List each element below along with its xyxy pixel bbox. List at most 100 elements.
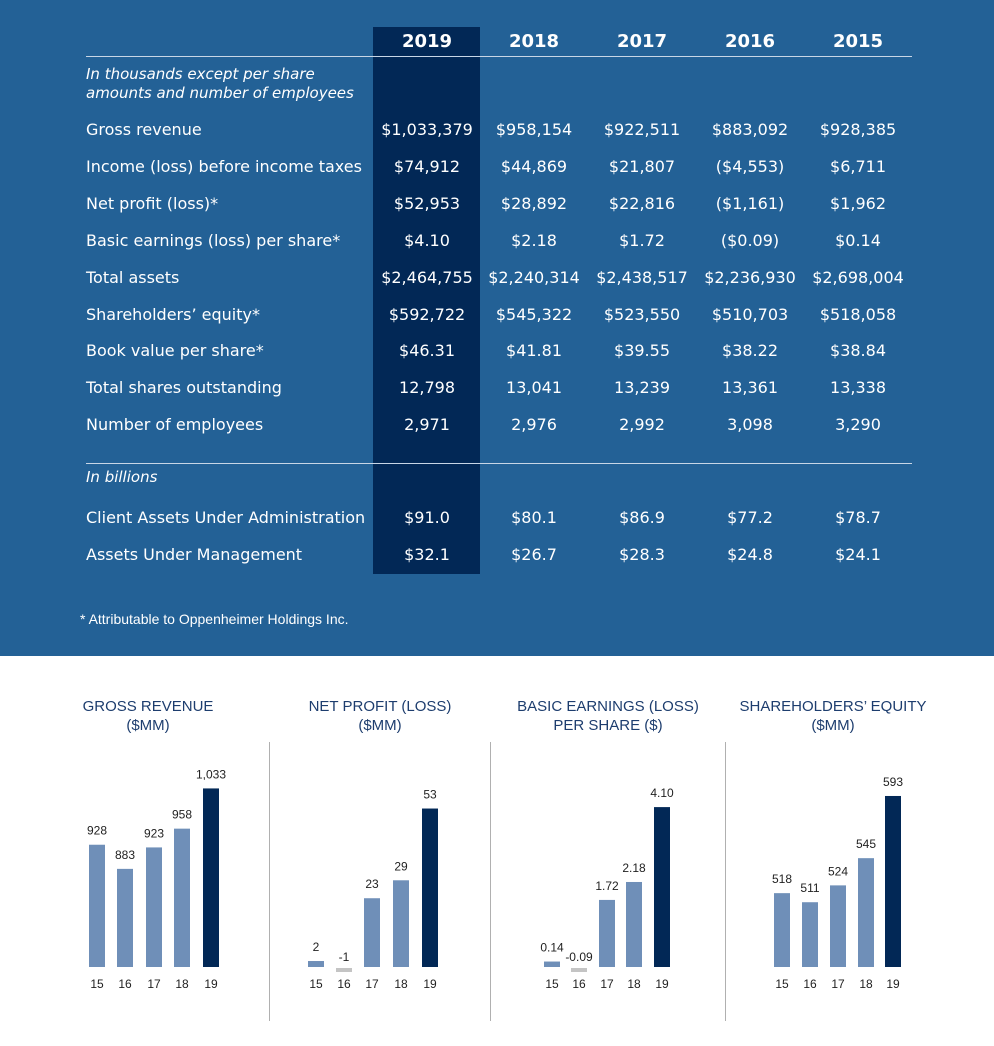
bar [174, 828, 190, 967]
cell-value: $28.3 [619, 545, 665, 564]
cell-value: $80.1 [511, 508, 557, 527]
row-label: Book value per share* [86, 341, 264, 361]
cell-value: ($0.09) [720, 230, 780, 250]
section-divider [86, 463, 912, 464]
cell-value: $78.7 [835, 508, 881, 527]
bar [117, 868, 133, 967]
row-label: Number of employees [86, 415, 264, 435]
cell-value: $38.84 [830, 341, 886, 361]
x-tick-label: 15 [309, 977, 323, 991]
data-label: 1.72 [595, 879, 619, 893]
cell-value: $0.14 [835, 230, 881, 250]
cell-value: $28,892 [500, 193, 568, 213]
year-header: 2015 [832, 31, 884, 52]
x-tick-label: 17 [600, 977, 614, 991]
cell-value: $38.22 [722, 341, 778, 361]
data-label: 593 [883, 775, 903, 789]
year-header: 2018 [508, 31, 560, 52]
data-label: 511 [800, 881, 819, 895]
row-label: Total assets [86, 267, 180, 287]
bar [336, 968, 352, 972]
cell-value: 12,798 [399, 378, 455, 398]
cell-value: $1,962 [830, 193, 886, 213]
units-note: In billions [86, 468, 158, 486]
bar [774, 893, 790, 967]
row-label: Client Assets Under Administration [86, 508, 366, 527]
x-tick-label: 18 [394, 977, 408, 991]
x-tick-label: 16 [572, 977, 586, 991]
cell-value: $883,092 [711, 120, 789, 139]
data-label: 1,033 [196, 767, 226, 781]
chart-divider [269, 742, 270, 1021]
data-label: 2.18 [622, 861, 646, 875]
cell-value: $52,953 [393, 193, 461, 213]
data-label: 0.14 [540, 941, 564, 955]
header-divider [86, 56, 912, 57]
cell-value: $1,033,379 [381, 120, 473, 139]
data-label: -0.09 [565, 950, 593, 964]
cell-value: $26.7 [511, 545, 557, 564]
x-tick-label: 15 [90, 977, 104, 991]
chart-title: GROSS REVENUE ($MM) [38, 697, 258, 735]
data-label: 29 [394, 859, 408, 873]
row-label: Gross revenue [86, 120, 202, 139]
chart-title-line: NET PROFIT (LOSS) [308, 698, 452, 715]
data-label: 2 [313, 940, 320, 954]
x-tick-label: 18 [175, 977, 189, 991]
bar [364, 898, 380, 967]
x-tick-label: 17 [147, 977, 161, 991]
x-tick-label: 15 [775, 977, 789, 991]
bar [802, 902, 818, 967]
bar [830, 885, 846, 967]
chart-title: NET PROFIT (LOSS) ($MM) [270, 697, 490, 735]
data-label: 923 [144, 826, 164, 840]
cell-value: $77.2 [727, 508, 773, 527]
bar [393, 880, 409, 967]
footnote: * Attributable to Oppenheimer Holdings I… [80, 611, 349, 627]
chart-title-line: BASIC EARNINGS (LOSS) [517, 698, 699, 715]
cell-value: $46.31 [399, 341, 455, 361]
financial-highlights-panel: 2019 2018 2017 2016 2015 In thousands except … [0, 0, 994, 656]
cell-value: $32.1 [404, 545, 450, 564]
units-note: In thousands except per share [86, 65, 315, 83]
cell-value: $2,240,314 [488, 267, 580, 287]
cell-value: ($4,553) [715, 156, 785, 176]
x-tick-label: 19 [423, 977, 437, 991]
cell-value: $4.10 [404, 230, 450, 250]
cell-value: $523,550 [603, 304, 681, 324]
data-label: 883 [115, 848, 135, 862]
cell-value: 13,041 [506, 378, 562, 398]
chart-title: BASIC EARNINGS (LOSS) PER SHARE ($) [498, 697, 718, 735]
cell-value: $922,511 [603, 120, 681, 139]
data-label: 958 [172, 808, 192, 822]
cell-value: 3,098 [727, 415, 773, 435]
bar [885, 795, 901, 967]
cell-value: 2,992 [619, 415, 665, 435]
data-label: 928 [87, 824, 107, 838]
row-label: Total shares outstanding [86, 378, 282, 398]
cell-value: $41.81 [506, 341, 562, 361]
cell-value: $24.1 [835, 545, 881, 564]
cell-value: $74,912 [393, 156, 461, 176]
cell-value: 13,239 [614, 378, 670, 398]
cell-value: $545,322 [495, 304, 573, 324]
bar [89, 844, 105, 967]
cell-value: 2,976 [511, 415, 557, 435]
row-label: Basic earnings (loss) per share* [86, 230, 341, 250]
x-tick-label: 19 [886, 977, 900, 991]
cell-value: $2,464,755 [381, 267, 473, 287]
cell-value: $2,438,517 [596, 267, 688, 287]
bar [571, 968, 587, 972]
cell-value: 13,338 [830, 378, 886, 398]
chart-title-line: GROSS REVENUE [82, 698, 214, 715]
cell-value: $21,807 [608, 156, 676, 176]
cell-value: 13,361 [722, 378, 778, 398]
data-label: 53 [423, 788, 437, 802]
cell-value: 3,290 [835, 415, 881, 435]
x-tick-label: 16 [803, 977, 817, 991]
chart-divider [490, 742, 491, 1021]
chart-title-line: ($MM) [811, 717, 855, 734]
data-label: 524 [828, 864, 848, 878]
cell-value: ($1,161) [715, 193, 785, 213]
